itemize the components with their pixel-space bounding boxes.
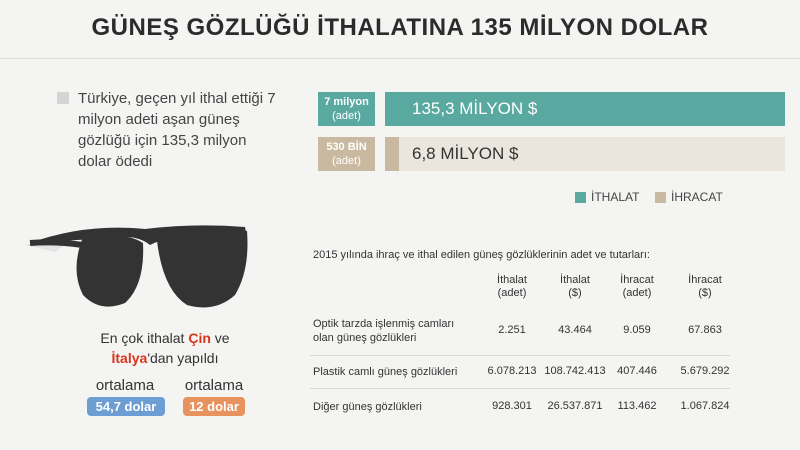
cell: 43.464 <box>558 324 592 336</box>
count: 530 BİN <box>326 141 367 153</box>
bullet <box>57 92 69 104</box>
row-separator <box>310 388 730 389</box>
header-line: İthalat <box>560 274 590 286</box>
export-bar <box>385 137 399 171</box>
text: ve <box>214 330 230 346</box>
divider <box>0 58 800 59</box>
legend-label: İHRACAT <box>671 190 723 204</box>
table-caption: 2015 yılında ihraç ve ithal edilen güneş… <box>313 249 650 261</box>
cell: 6.078.213 <box>487 365 537 377</box>
legend-swatch <box>655 192 666 203</box>
text: 'dan yapıldı <box>147 350 219 366</box>
intro-text: Türkiye, geçen yıl ithal ettiği 7 milyon… <box>78 90 276 170</box>
table-header: İhracat ($) <box>665 274 745 300</box>
table-header: İthalat (adet) <box>472 274 552 300</box>
cell: 26.537.871 <box>547 400 603 412</box>
country: Çin <box>188 330 211 346</box>
header-line: İthalat <box>497 274 527 286</box>
row-separator <box>310 355 730 356</box>
average-value: 12 dolar <box>183 397 245 416</box>
import-bar: 135,3 MİLYON $ <box>385 92 785 126</box>
row-label: Optik tarzda işlenmiş camları olan güneş… <box>313 318 455 344</box>
header-line: ($) <box>568 287 582 299</box>
table-header: İhracat (adet) <box>597 274 677 300</box>
cell: 5.679.292 <box>680 365 730 377</box>
legend-swatch <box>575 192 586 203</box>
average-value: 54,7 dolar <box>87 397 165 416</box>
cell: 113.462 <box>617 400 657 412</box>
text: En çok ithalat <box>100 330 185 346</box>
header-line: (adet) <box>497 287 527 299</box>
cell: 2.251 <box>498 324 526 336</box>
header-line: İhracat <box>688 274 722 286</box>
cell: 1.067.824 <box>680 400 730 412</box>
header-line: (adet) <box>622 287 652 299</box>
legend-label: İTHALAT <box>591 190 640 204</box>
amount: 135,3 MİLYON $ <box>412 99 538 118</box>
unit: (adet) <box>332 155 361 167</box>
header-line: İhracat <box>620 274 654 286</box>
average-label: ortalama <box>184 377 244 394</box>
export-bar-bg <box>385 137 785 171</box>
origin-text: En çok ithalat Çin ve İtalya'dan yapıldı <box>60 328 270 368</box>
cell: 928.301 <box>492 400 532 412</box>
cell: 407.446 <box>617 365 657 377</box>
average-label: ortalama <box>95 377 155 394</box>
row-label: Plastik camlı güneş gözlükleri <box>313 366 458 378</box>
row-label: Diğer güneş gözlükleri <box>313 401 422 413</box>
count-tag: 7 milyon (adet) <box>318 92 375 126</box>
cell: 108.742.413 <box>544 365 606 377</box>
sunglasses-icon <box>25 225 248 308</box>
title: GÜNEŞ GÖZLÜĞÜ İTHALATINA 135 MİLYON DOLA… <box>91 14 709 41</box>
cell: 67.863 <box>688 324 722 336</box>
count-tag: 530 BİN (adet) <box>318 137 375 171</box>
header-line: ($) <box>698 287 712 299</box>
cell: 9.059 <box>623 324 651 336</box>
country: İtalya <box>111 350 148 366</box>
count: 7 milyon <box>324 96 369 108</box>
table-header: İthalat ($) <box>535 274 615 300</box>
unit: (adet) <box>332 110 361 122</box>
amount: 6,8 MİLYON $ <box>412 144 519 163</box>
